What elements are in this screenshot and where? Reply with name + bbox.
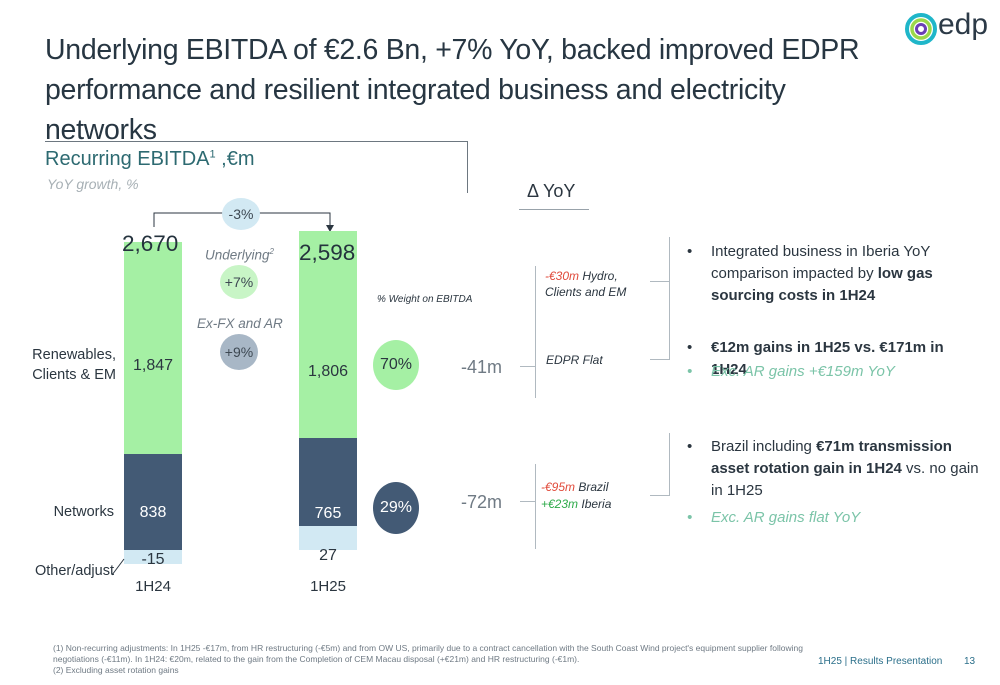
weight-label: % Weight on EBITDA <box>377 294 473 305</box>
x-label-1H24: 1H24 <box>135 578 171 595</box>
bullet-iberia: • Integrated business in Iberia YoY compa… <box>687 243 933 304</box>
total-1H25: 2,598 <box>299 240 356 265</box>
bar-networks-1H25 <box>299 437 357 526</box>
delta-link-line-3 <box>650 495 670 496</box>
delta-networks-breakdown: -€95m Brazil +€23m Iberia <box>541 480 612 511</box>
bar-other-1H25 <box>299 525 357 550</box>
delta-connector-renewables <box>520 366 535 367</box>
x-label-1H25: 1H25 <box>310 578 346 595</box>
bullet-brazil-exc: • Exc. AR gains flat YoY <box>687 509 861 526</box>
value-other-1H25: 27 <box>319 547 337 564</box>
delta-renewables: -41m <box>461 357 503 377</box>
section-frame-top <box>45 141 468 142</box>
delta-bracket-networks <box>535 464 536 549</box>
bar-renewables-1H24 <box>124 242 182 454</box>
total-1H24: 2,670 <box>122 231 179 256</box>
delta-link-vertical-1 <box>669 237 670 359</box>
exfx-growth-bubble: +9% <box>220 334 258 370</box>
logo-text: edp <box>938 8 989 41</box>
delta-bracket-renewables <box>535 266 536 398</box>
reported-growth-bubble: -3% <box>222 198 260 230</box>
delta-link-line-1 <box>650 281 670 282</box>
delta-header-underline <box>519 209 589 210</box>
delta-link-vertical-2 <box>669 433 670 495</box>
underlying-growth-bubble: +7% <box>220 265 258 299</box>
row-label-renewables: Renewables, Clients & EM <box>32 347 116 383</box>
delta-link-line-2 <box>650 359 670 360</box>
section-subtitle: YoY growth, % <box>47 176 139 192</box>
footer-presentation: 1H25 | Results Presentation <box>818 656 943 667</box>
row-label-other: Other/adjust <box>35 563 114 579</box>
other-leader-line <box>111 558 125 576</box>
delta-edpr-text: EDPR Flat <box>546 353 603 367</box>
footnotes: (1) Non-recurring adjustments: In 1H25 -… <box>53 643 803 675</box>
weight-renewables-bubble: 70% <box>373 340 419 390</box>
section-title: Recurring EBITDA1 ,€m <box>45 148 255 170</box>
underlying-label: Underlying2 <box>205 247 274 263</box>
page-number: 13 <box>964 656 976 667</box>
value-renewables-1H25: 1,806 <box>307 363 349 380</box>
delta-hydro-text: -€30m Hydro, Clients and EM <box>545 269 627 299</box>
weight-networks-bubble: 29% <box>373 482 419 534</box>
bar-networks-1H24 <box>124 453 182 550</box>
bar-other-1H24 <box>124 550 182 564</box>
bullet-edpr-gains: • €12m gains in 1H25 vs. €171m in 1H24 <box>687 339 944 378</box>
bar-renewables-1H25 <box>299 230 357 438</box>
value-networks-1H24: 838 <box>139 504 167 521</box>
page-title: Underlying EBITDA of €2.6 Bn, +7% YoY, b… <box>45 34 860 146</box>
bullet-brazil: • Brazil including €71m transmission asse… <box>687 438 979 499</box>
section-frame-right <box>467 141 468 193</box>
value-renewables-1H24: 1,847 <box>132 357 174 374</box>
row-label-networks: Networks <box>53 504 114 520</box>
delta-header: Δ YoY <box>527 181 576 201</box>
delta-connector-networks <box>520 501 535 502</box>
bullet-edpr-exc: • Exc. AR gains +€159m YoY <box>687 363 895 380</box>
delta-networks: -72m <box>461 492 503 512</box>
exfx-label: Ex-FX and AR <box>197 316 283 331</box>
value-networks-1H25: 765 <box>314 505 342 522</box>
value-other-1H24: -15 <box>141 551 165 568</box>
edp-swirl-logo <box>905 13 937 45</box>
